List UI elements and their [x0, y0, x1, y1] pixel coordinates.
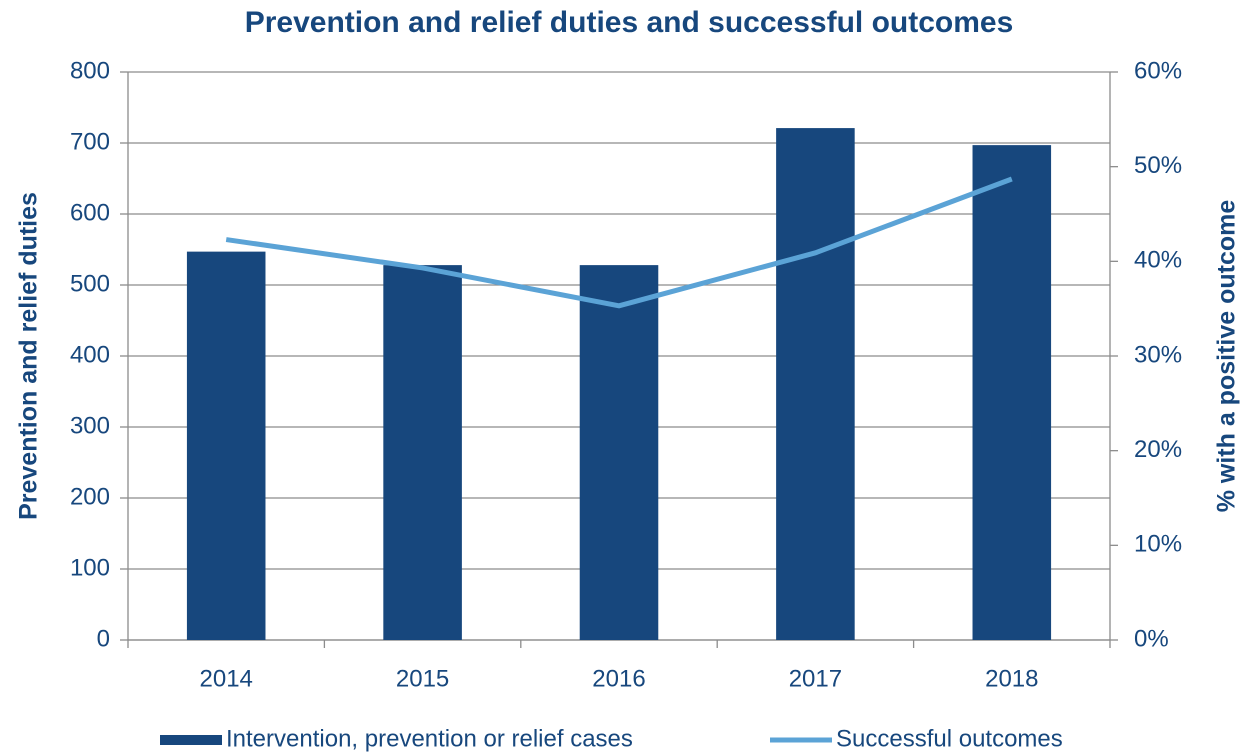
y-tick-label: 700: [70, 128, 110, 155]
line: [225, 176, 1013, 309]
legend-label: Intervention, prevention or relief cases: [226, 725, 633, 752]
chart-title: Prevention and relief duties and success…: [245, 6, 1014, 39]
y-axis-title: Prevention and relief duties: [15, 192, 43, 520]
y-tick-label: 100: [70, 554, 110, 581]
y2-tick-label: 40%: [1134, 247, 1182, 274]
bar: [383, 265, 462, 640]
y-tick-label: 0: [97, 625, 110, 652]
x-tick-label: 2017: [789, 665, 842, 692]
x-tick-label: 2015: [396, 665, 449, 692]
y-tick-label: 600: [70, 199, 110, 226]
y2-tick-label: 0%: [1134, 625, 1169, 652]
y-tick-label: 500: [70, 270, 110, 297]
bar: [972, 145, 1052, 640]
bar: [776, 128, 855, 640]
y2-tick-label: 60%: [1134, 57, 1182, 84]
y2-tick-label: 20%: [1134, 436, 1182, 463]
y2-tick-label: 30%: [1134, 341, 1182, 368]
y-tick-label: 800: [70, 57, 110, 84]
legend-swatch: [160, 735, 222, 745]
y-tick-label: 300: [70, 412, 110, 439]
x-tick-label: 2014: [200, 665, 253, 692]
bar: [186, 251, 266, 640]
y2-axis-title: % with a positive outcome: [1213, 200, 1241, 513]
x-tick-label: 2018: [985, 665, 1038, 692]
legend-label: Successful outcomes: [836, 725, 1063, 752]
y-tick-label: 400: [70, 341, 110, 368]
x-tick-label: 2016: [592, 665, 645, 692]
bar: [579, 265, 659, 640]
y2-tick-label: 10%: [1134, 531, 1182, 558]
y2-tick-label: 50%: [1134, 152, 1182, 179]
y-tick-label: 200: [70, 483, 110, 510]
